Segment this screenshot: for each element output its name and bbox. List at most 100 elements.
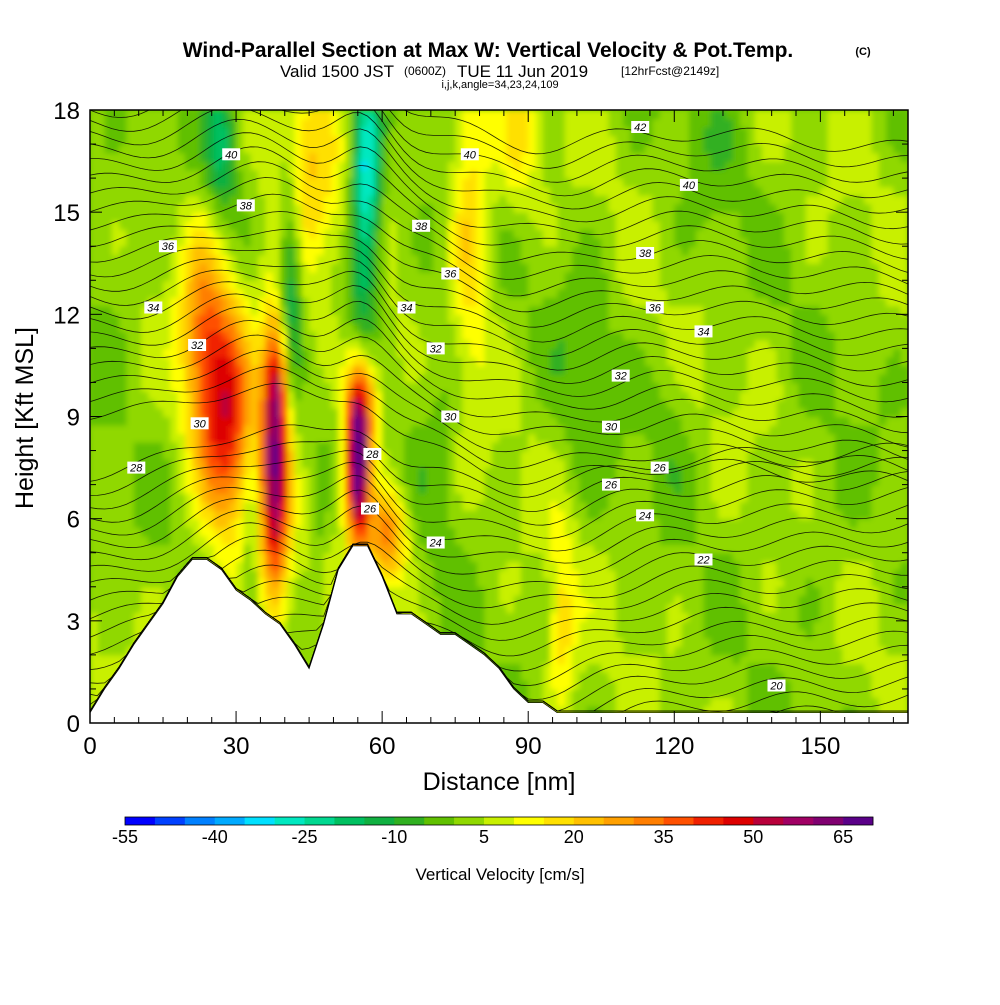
w-cell [542,263,551,273]
w-cell [542,671,551,682]
w-cell [484,459,493,469]
w-cell [542,178,551,188]
w-cell [579,314,588,324]
w-cell [331,484,339,494]
w-cell [301,237,310,247]
w-cell [367,169,376,179]
w-cell [272,254,281,264]
w-cell [535,373,544,384]
w-cell [323,569,332,579]
w-cell [542,322,551,332]
w-cell [250,476,259,486]
w-cell [250,407,259,418]
w-cell [126,135,135,145]
w-cell [170,484,179,494]
w-cell [564,646,573,656]
w-cell [141,407,150,418]
w-cell [316,220,325,230]
w-cell [90,331,98,341]
w-cell [491,561,500,571]
w-cell [506,399,515,409]
w-cell [491,365,500,375]
w-cell [316,152,325,162]
w-cell [550,195,559,205]
w-cell [309,246,318,256]
w-cell [141,476,150,486]
w-cell [440,603,449,613]
w-cell [477,305,485,315]
w-cell [586,569,595,579]
w-cell [469,501,478,511]
w-cell [477,135,485,145]
w-cell [542,135,551,145]
w-cell [352,407,361,418]
w-cell [119,714,127,723]
w-cell [111,407,120,418]
w-cell [133,212,142,222]
w-cell [265,229,274,239]
w-cell [141,586,150,596]
w-cell [316,476,325,486]
w-cell [250,322,259,332]
w-cell [345,254,354,264]
w-cell [331,161,339,171]
w-cell [593,561,602,571]
w-cell [382,280,391,290]
w-cell [206,373,215,384]
w-cell [557,510,566,520]
w-cell [542,450,551,460]
w-cell [572,110,580,120]
w-cell [111,144,120,154]
w-cell [352,263,361,273]
w-cell [104,569,113,579]
w-cell [389,135,398,145]
w-cell [367,203,376,213]
w-cell [192,254,201,264]
w-cell [287,356,296,367]
w-cell [104,578,113,588]
w-cell [572,714,580,723]
w-cell [236,399,244,409]
w-cell [257,416,266,426]
w-cell [163,382,171,392]
w-cell [550,459,559,469]
w-cell [272,595,281,605]
w-cell [345,237,354,247]
w-cell [557,544,566,554]
w-cell [97,254,106,264]
w-cell [338,484,347,494]
w-cell [257,203,266,213]
w-cell [133,322,142,332]
w-cell [352,390,361,401]
w-cell [499,356,507,367]
w-cell [294,459,303,469]
w-cell [316,544,325,554]
w-cell [367,195,376,205]
w-cell [141,399,150,409]
w-cell [528,586,537,596]
w-cell [104,212,113,222]
w-cell [287,612,296,622]
w-cell [170,280,179,290]
w-cell [294,450,303,460]
w-cell [396,390,405,401]
w-cell [550,671,559,682]
w-cell [360,254,369,264]
w-cell [272,552,281,562]
w-cell [345,212,354,222]
w-cell [542,484,551,494]
w-cell [119,348,128,358]
w-cell [111,450,120,460]
w-cell [396,484,405,494]
w-cell [557,152,566,162]
w-cell [133,280,142,290]
w-cell [520,467,529,477]
w-cell [294,493,303,503]
w-cell [97,263,106,273]
w-cell [477,161,485,171]
w-cell [221,288,230,298]
w-cell [462,578,471,588]
w-cell [221,212,230,222]
w-cell [301,535,310,545]
w-cell [499,280,507,290]
